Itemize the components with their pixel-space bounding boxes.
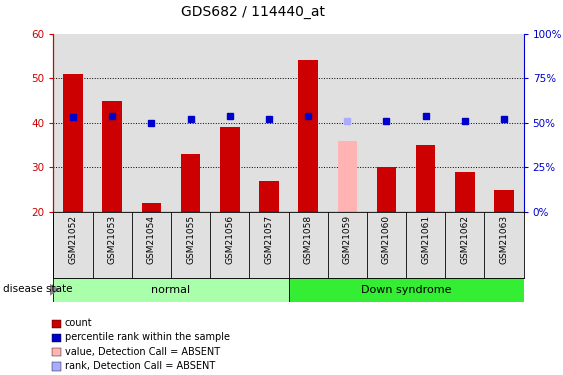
Text: GDS682 / 114440_at: GDS682 / 114440_at — [181, 5, 325, 19]
Bar — [259, 181, 279, 212]
Bar — [63, 74, 83, 212]
Text: GSM21054: GSM21054 — [147, 215, 156, 264]
Text: disease state: disease state — [3, 284, 72, 294]
Text: GSM21053: GSM21053 — [108, 215, 117, 264]
Bar — [455, 172, 475, 212]
Text: GSM21063: GSM21063 — [499, 215, 508, 264]
Bar — [102, 100, 122, 212]
Bar — [288, 278, 524, 302]
Polygon shape — [50, 284, 60, 296]
Bar — [181, 154, 200, 212]
Bar — [220, 127, 240, 212]
Text: GSM21055: GSM21055 — [186, 215, 195, 264]
Text: rank, Detection Call = ABSENT: rank, Detection Call = ABSENT — [65, 361, 215, 371]
Text: GSM21062: GSM21062 — [461, 215, 470, 264]
Bar — [377, 167, 396, 212]
Text: GSM21057: GSM21057 — [265, 215, 274, 264]
Bar — [298, 60, 318, 212]
Text: normal: normal — [151, 285, 190, 295]
Bar — [416, 145, 435, 212]
Text: percentile rank within the sample: percentile rank within the sample — [65, 333, 230, 342]
Text: Down syndrome: Down syndrome — [361, 285, 452, 295]
Bar — [53, 278, 288, 302]
Bar — [142, 203, 161, 212]
Text: GSM21056: GSM21056 — [225, 215, 234, 264]
Bar — [337, 141, 357, 212]
Text: GSM21061: GSM21061 — [421, 215, 430, 264]
Text: value, Detection Call = ABSENT: value, Detection Call = ABSENT — [65, 347, 220, 357]
Text: GSM21052: GSM21052 — [69, 215, 78, 264]
Text: GSM21058: GSM21058 — [303, 215, 312, 264]
Bar — [494, 190, 514, 212]
Text: GSM21060: GSM21060 — [382, 215, 391, 264]
Text: count: count — [65, 318, 92, 328]
Text: GSM21059: GSM21059 — [343, 215, 352, 264]
